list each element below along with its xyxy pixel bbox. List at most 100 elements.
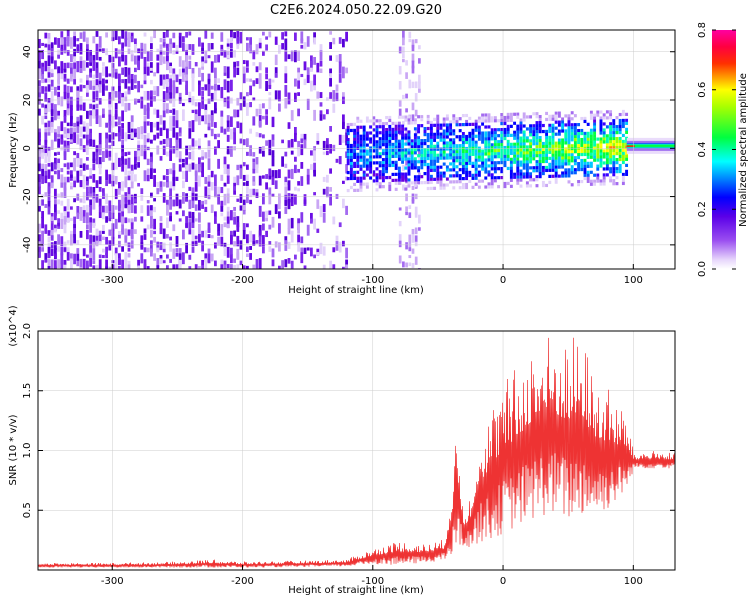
spectrogram-cell [461, 165, 465, 169]
colorbar-ticks: 0.00.20.40.60.8 [697, 22, 736, 277]
spectrogram-cell [233, 211, 236, 222]
spectrogram-cell [426, 117, 430, 122]
spectrogram-cell [220, 212, 224, 217]
spectrogram-cell [159, 216, 163, 222]
spectrogram-cell [252, 80, 256, 87]
spectrogram-cell [290, 193, 294, 203]
spectrogram-cell [551, 138, 555, 142]
spectrogram-cell [583, 158, 587, 163]
spectrogram-cell [79, 68, 83, 74]
spectrogram-cell [226, 66, 230, 79]
spectrogram-cell [111, 264, 115, 269]
spectrogram-cell [57, 151, 60, 156]
spectrogram-cell [41, 74, 44, 81]
spectrogram-cell [545, 156, 549, 161]
spectrogram-cell [150, 43, 153, 50]
spectrogram-cell [465, 122, 469, 127]
spectrogram-cell [442, 138, 446, 142]
spectrogram-cell [356, 161, 360, 165]
spectrogram-cell [54, 228, 57, 233]
spectrogram-cell [102, 224, 105, 234]
spectrogram-cell [593, 119, 597, 123]
spectrogram-cell [375, 182, 379, 186]
spectrogram-cell [413, 178, 417, 182]
spectrogram-cell [625, 130, 629, 134]
spectrogram-cell [388, 163, 392, 168]
spectrogram-cell [408, 39, 412, 43]
spectrogram-cell [198, 200, 201, 211]
spectrogram-cell [359, 188, 363, 192]
spectrogram-cell [381, 167, 385, 171]
spectrogram-cell [268, 224, 272, 230]
spectrogram-cell [477, 116, 481, 120]
spectrogram-cell [166, 128, 169, 141]
spectrogram-cell [426, 165, 430, 170]
spectrogram-cell [625, 112, 629, 116]
spectrogram-cell [586, 170, 590, 174]
spectrogram-cell [407, 157, 411, 161]
spectrogram-cell [50, 126, 54, 133]
spectrogram-cell [612, 143, 616, 147]
spectrogram-cell [474, 167, 478, 171]
spectrogram-cell [375, 152, 379, 156]
spectrogram-cell [567, 180, 571, 184]
spectrogram-cell [567, 150, 571, 154]
spectrogram-cell [338, 61, 342, 74]
spectrogram-cell [98, 205, 102, 213]
spectrogram-cell [169, 258, 172, 263]
spectrogram-cell [596, 167, 600, 171]
spectrogram-cell [618, 151, 622, 156]
spectrogram-cell [118, 86, 121, 94]
spectrogram-cell [513, 112, 517, 116]
spectrogram-cell [442, 135, 446, 139]
spectrogram-cell [545, 144, 549, 149]
spectrogram-cell [529, 148, 533, 152]
spectrogram-cell [529, 154, 533, 158]
spectrogram-cell [385, 139, 389, 144]
spectrogram-cell [385, 145, 389, 150]
spectrogram-cell [586, 164, 590, 168]
spectrogram-cell [127, 67, 131, 80]
spectrogram-cell [452, 168, 456, 172]
spectrogram-cell [169, 194, 172, 200]
spectrogram-cell [63, 176, 67, 185]
spectrogram-cell [121, 79, 124, 84]
spectrogram-cell [449, 180, 453, 184]
spectrogram-cell [86, 192, 89, 201]
spectrogram-cell [70, 217, 73, 222]
spectrogram-cell [322, 188, 326, 195]
spectrogram-cell [89, 186, 92, 196]
spectrogram-cell [436, 159, 440, 163]
spectrogram-cell [609, 134, 613, 138]
spectrogram-cell [178, 56, 182, 67]
spectrogram-cell [609, 179, 613, 183]
snr-y-label: SNR (10 * v/v) [8, 414, 19, 485]
spectrogram-cell [458, 180, 462, 184]
spectrogram-cell [477, 185, 481, 189]
spectrogram-cell [554, 141, 558, 145]
spectrogram-cell [413, 175, 417, 179]
spectrogram-cell [207, 181, 211, 187]
spectrogram-cell [605, 140, 609, 144]
spectrogram-cell [378, 161, 382, 165]
spectrogram-cell [204, 50, 208, 63]
spectrogram-cell [372, 119, 376, 123]
spectrogram-cell [121, 122, 124, 129]
spectrogram-cell [226, 151, 230, 155]
spectrogram-cell [398, 46, 402, 54]
spectrogram-cell [561, 120, 565, 124]
spectrogram-cell [166, 61, 169, 71]
spectrogram-cell [506, 124, 510, 129]
spectrogram-cell [38, 174, 41, 183]
spectrogram-cell [137, 162, 140, 168]
spectrogram-cell [503, 118, 507, 123]
spectrogram-cell [621, 157, 625, 162]
spectrogram-cell [50, 109, 54, 117]
spectrogram-cell [207, 234, 211, 239]
spectrogram-cell [369, 152, 373, 156]
spectrogram-cell [47, 84, 51, 92]
spectrogram-cell [541, 144, 545, 149]
spectrogram-cell [509, 124, 513, 128]
spectrogram-cell [70, 115, 73, 127]
